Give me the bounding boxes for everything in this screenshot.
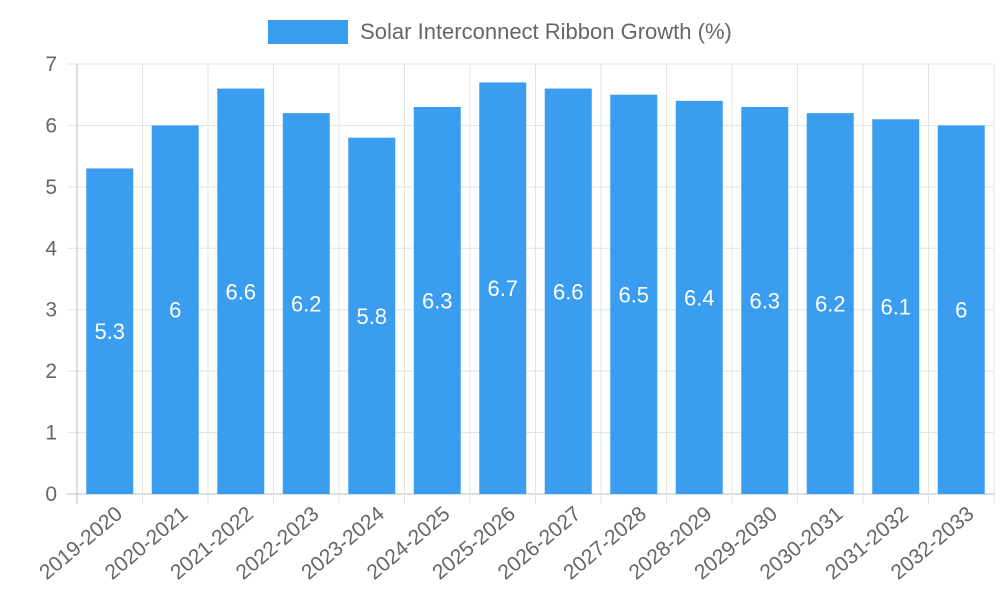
bar[interactable] <box>86 168 134 494</box>
bar-value-label: 6.5 <box>618 282 649 307</box>
y-tick-label: 6 <box>45 114 57 137</box>
y-tick-label: 0 <box>45 483 57 506</box>
bar[interactable] <box>348 137 396 494</box>
y-tick-label: 1 <box>45 422 57 445</box>
bar-value-label: 6.1 <box>880 295 911 320</box>
bar[interactable] <box>937 125 985 494</box>
bar[interactable] <box>872 119 920 495</box>
bar-value-label: 5.8 <box>356 304 387 329</box>
bar-value-label: 6.7 <box>487 276 518 301</box>
y-tick-label: 3 <box>45 299 57 322</box>
bar-value-label: 6.2 <box>291 292 322 317</box>
bar-value-label: 6 <box>955 298 967 323</box>
label-layer: 5.3 6 6.6 6.2 5.8 6.3 6.7 6.6 6.5 6.4 6.3 6.2 6.1 6 <box>94 276 967 344</box>
bar[interactable] <box>741 107 789 494</box>
bar-layer <box>86 82 985 495</box>
bar[interactable] <box>413 107 461 494</box>
bar[interactable] <box>806 113 854 495</box>
y-tick-label: 7 <box>45 53 57 76</box>
y-tick-label: 2 <box>45 360 57 383</box>
bar-value-label: 6.3 <box>422 289 453 314</box>
y-tick-label: 4 <box>45 237 57 260</box>
y-tick-label: 5 <box>45 176 57 199</box>
bar[interactable] <box>610 94 658 494</box>
bar[interactable] <box>675 100 723 494</box>
bar-value-label: 6.3 <box>749 289 780 314</box>
bar[interactable] <box>282 113 330 495</box>
bar[interactable] <box>151 125 199 494</box>
bar[interactable] <box>217 88 265 495</box>
bar[interactable] <box>544 88 592 495</box>
bar[interactable] <box>479 82 527 494</box>
bar-value-label: 6.6 <box>225 279 256 304</box>
bar-value-label: 6.6 <box>553 279 584 304</box>
grid-layer <box>67 63 995 504</box>
bar-value-label: 5.3 <box>94 319 125 344</box>
legend-label: Solar Interconnect Ribbon Growth (%) <box>360 19 732 44</box>
legend-swatch <box>268 20 349 44</box>
bar-value-label: 6 <box>169 298 181 323</box>
bar-value-label: 6.4 <box>684 285 715 310</box>
chart-legend[interactable]: Solar Interconnect Ribbon Growth (%) <box>0 18 1000 46</box>
bar-value-label: 6.2 <box>815 292 846 317</box>
